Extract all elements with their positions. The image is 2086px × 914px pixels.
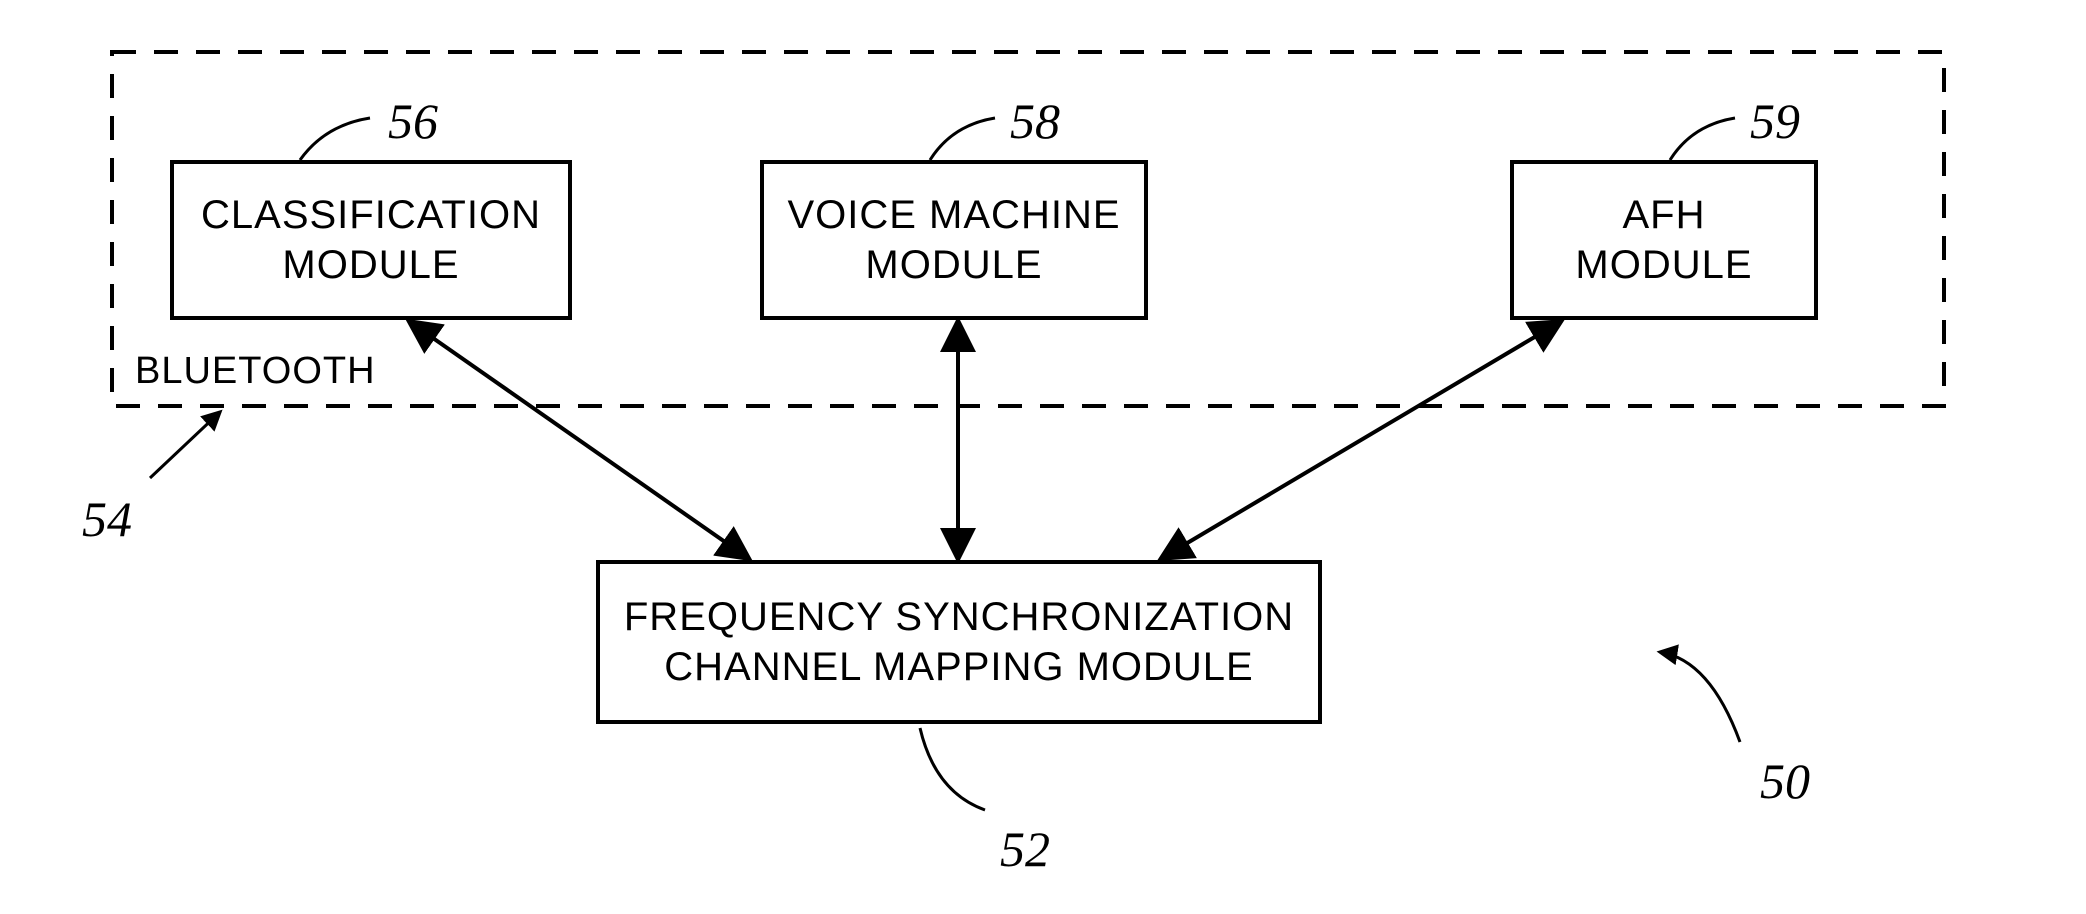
bluetooth-container-label: BLUETOOTH bbox=[135, 350, 376, 393]
ref-50-label: 50 bbox=[1760, 752, 1810, 810]
block-diagram: CLASSIFICATION MODULE VOICE MACHINE MODU… bbox=[0, 0, 2086, 914]
frequency-sync-module-box: FREQUENCY SYNCHRONIZATION CHANNEL MAPPIN… bbox=[596, 560, 1322, 724]
voice-machine-module-box: VOICE MACHINE MODULE bbox=[760, 160, 1148, 320]
ref-56-label: 56 bbox=[388, 92, 438, 150]
classification-module-text: CLASSIFICATION MODULE bbox=[201, 190, 541, 290]
ref-59-label: 59 bbox=[1750, 92, 1800, 150]
ref-58-label: 58 bbox=[1010, 92, 1060, 150]
classification-module-box: CLASSIFICATION MODULE bbox=[170, 160, 572, 320]
ref-54-label: 54 bbox=[82, 490, 132, 548]
frequency-sync-module-text: FREQUENCY SYNCHRONIZATION CHANNEL MAPPIN… bbox=[624, 592, 1294, 692]
afh-module-box: AFH MODULE bbox=[1510, 160, 1818, 320]
ref-52-label: 52 bbox=[1000, 820, 1050, 878]
voice-machine-module-text: VOICE MACHINE MODULE bbox=[787, 190, 1120, 290]
afh-module-text: AFH MODULE bbox=[1575, 190, 1752, 290]
